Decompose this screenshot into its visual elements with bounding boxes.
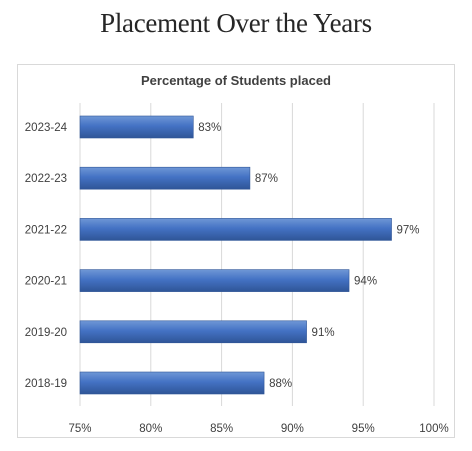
y-category-label: 2021-22: [25, 224, 67, 236]
data-label: 91%: [312, 327, 335, 339]
x-tick-label: 95%: [352, 423, 375, 435]
y-category-label: 2022-23: [25, 173, 67, 185]
chart-title: Percentage of Students placed: [141, 73, 331, 88]
x-tick-label: 85%: [210, 423, 233, 435]
data-label: 94%: [354, 276, 377, 288]
bar: [79, 166, 251, 190]
data-label: 88%: [269, 378, 292, 390]
y-category-label: 2018-19: [25, 378, 67, 390]
bar: [79, 371, 265, 395]
data-label: 87%: [255, 173, 278, 185]
x-tick-label: 75%: [68, 423, 91, 435]
x-tick-label: 100%: [419, 423, 448, 435]
data-label: 97%: [397, 224, 420, 236]
page-title: Placement Over the Years: [100, 8, 372, 38]
y-category-label: 2019-20: [25, 327, 67, 339]
y-category-label: 2020-21: [25, 276, 67, 288]
data-label: 83%: [198, 122, 221, 134]
bar: [79, 115, 194, 139]
bars: [79, 115, 392, 395]
y-category-label: 2023-24: [25, 122, 68, 134]
labels: 75% 80% 85% 90% 95% 100% 2023-24 83% 2022-23 87% 2…: [25, 122, 449, 435]
grid-lines: [79, 103, 435, 406]
bar: [79, 320, 307, 344]
x-tick-label: 90%: [281, 423, 304, 435]
bar: [79, 218, 392, 241]
x-tick-label: 80%: [139, 423, 162, 435]
bar: [79, 269, 350, 292]
